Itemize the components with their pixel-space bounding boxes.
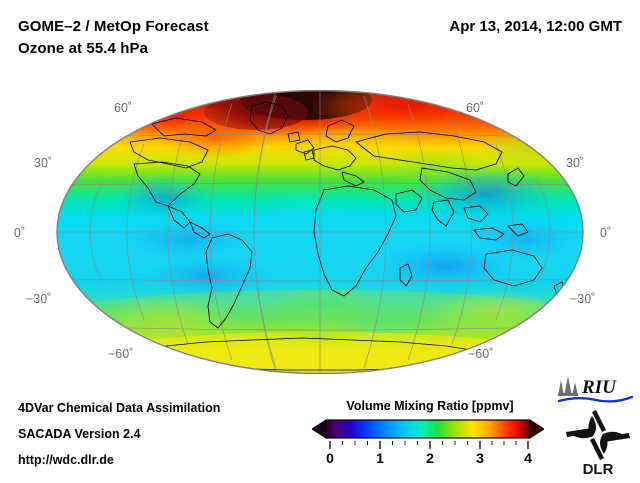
ozone-map [56,90,584,374]
colorbar-axis [312,440,544,452]
page-title-instrument: GOME–2 / MetOp Forecast [18,18,209,35]
footer-line-url[interactable]: http://wdc.dlr.de [18,453,114,467]
riu-logo: RIU [556,374,634,404]
map-data-layer [57,90,583,374]
map-svg [56,90,584,374]
dlr-pinwheel-icon [566,410,630,460]
lat-label-left-m60: −60˚ [108,347,134,361]
lat-label-right-60: 60˚ [466,101,485,115]
graticule [57,90,583,374]
colorbar-tick-2: 2 [426,450,434,466]
lat-label-left-0: 0˚ [14,226,26,240]
lat-label-left-m30: −30˚ [26,292,52,306]
riu-logo-svg: RIU [557,376,634,403]
colorbar-title: Volume Mixing Ratio [ppmv] [346,399,514,413]
datestamp: Apr 13, 2014, 12:00 GMT [449,18,622,35]
colorbar-tick-4: 4 [524,450,532,466]
lat-label-left-30: 30˚ [34,156,53,170]
riu-spikes-icon [558,376,578,396]
colorbar-svg [312,419,544,439]
riu-wordmark: RIU [581,377,617,398]
lat-label-right-m60: −60˚ [468,347,494,361]
colorbar-tick-1: 1 [376,450,384,466]
map-outline [56,90,584,374]
page-title-product: Ozone at 55.4 hPa [18,40,149,57]
lat-label-right-30: 30˚ [566,156,585,170]
footer-line-assimilation: 4DVar Chemical Data Assimilation [18,401,221,415]
lat-label-right-m30: −30˚ [570,292,596,306]
colorbar [312,418,544,440]
colorbar-tick-labels: 0 1 2 3 4 [300,450,560,472]
colorbar-ticks [329,441,529,449]
riu-swoosh-icon [557,395,634,403]
lat-label-right-0: 0˚ [600,226,612,240]
dlr-logo: DLR [562,408,634,478]
lat-label-left-60: 60˚ [114,101,133,115]
mollweide-globe [56,90,584,374]
footer-line-version: SACADA Version 2.4 [18,427,141,441]
colorbar-tick-0: 0 [326,450,334,466]
colorbar-tick-3: 3 [476,450,484,466]
dlr-wordmark: DLR [583,461,614,478]
dlr-logo-svg: DLR [566,410,630,478]
